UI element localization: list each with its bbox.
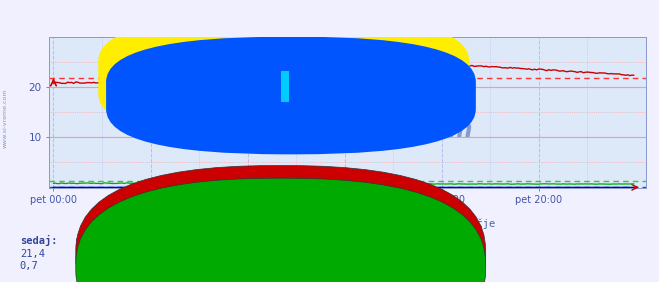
Text: 0,7: 0,7 <box>20 261 38 271</box>
Text: 20,4: 20,4 <box>76 249 101 259</box>
FancyBboxPatch shape <box>106 37 476 154</box>
Text: povpr.:: povpr.: <box>142 236 185 246</box>
Text: Voglajna - Celje: Voglajna - Celje <box>273 235 374 246</box>
FancyBboxPatch shape <box>281 71 289 102</box>
Text: www.si-vreme.com: www.si-vreme.com <box>3 89 8 148</box>
Text: Slovenija / reke in morje.: Slovenija / reke in morje. <box>248 197 411 206</box>
Text: 0,7: 0,7 <box>76 261 94 271</box>
Text: min.:: min.: <box>76 236 107 246</box>
Text: maks.:: maks.: <box>208 236 245 246</box>
Text: 1,5: 1,5 <box>208 261 226 271</box>
Text: pretok[m3/s]: pretok[m3/s] <box>292 261 367 271</box>
FancyBboxPatch shape <box>98 16 469 139</box>
Text: 21,8: 21,8 <box>142 249 167 259</box>
Text: 1,2: 1,2 <box>142 261 160 271</box>
Text: temperatura[C]: temperatura[C] <box>292 249 380 259</box>
Text: 21,4: 21,4 <box>20 249 45 259</box>
Text: sedaj:: sedaj: <box>20 235 57 246</box>
Text: zadnji dan / 5 minut.: zadnji dan / 5 minut. <box>264 208 395 218</box>
Text: Meritve: maksimalne  Enote: metrične  Črta: povprečje: Meritve: maksimalne Enote: metrične Črta… <box>164 217 495 229</box>
Text: 24,6: 24,6 <box>208 249 233 259</box>
Text: www.si-vreme.com: www.si-vreme.com <box>221 118 474 142</box>
